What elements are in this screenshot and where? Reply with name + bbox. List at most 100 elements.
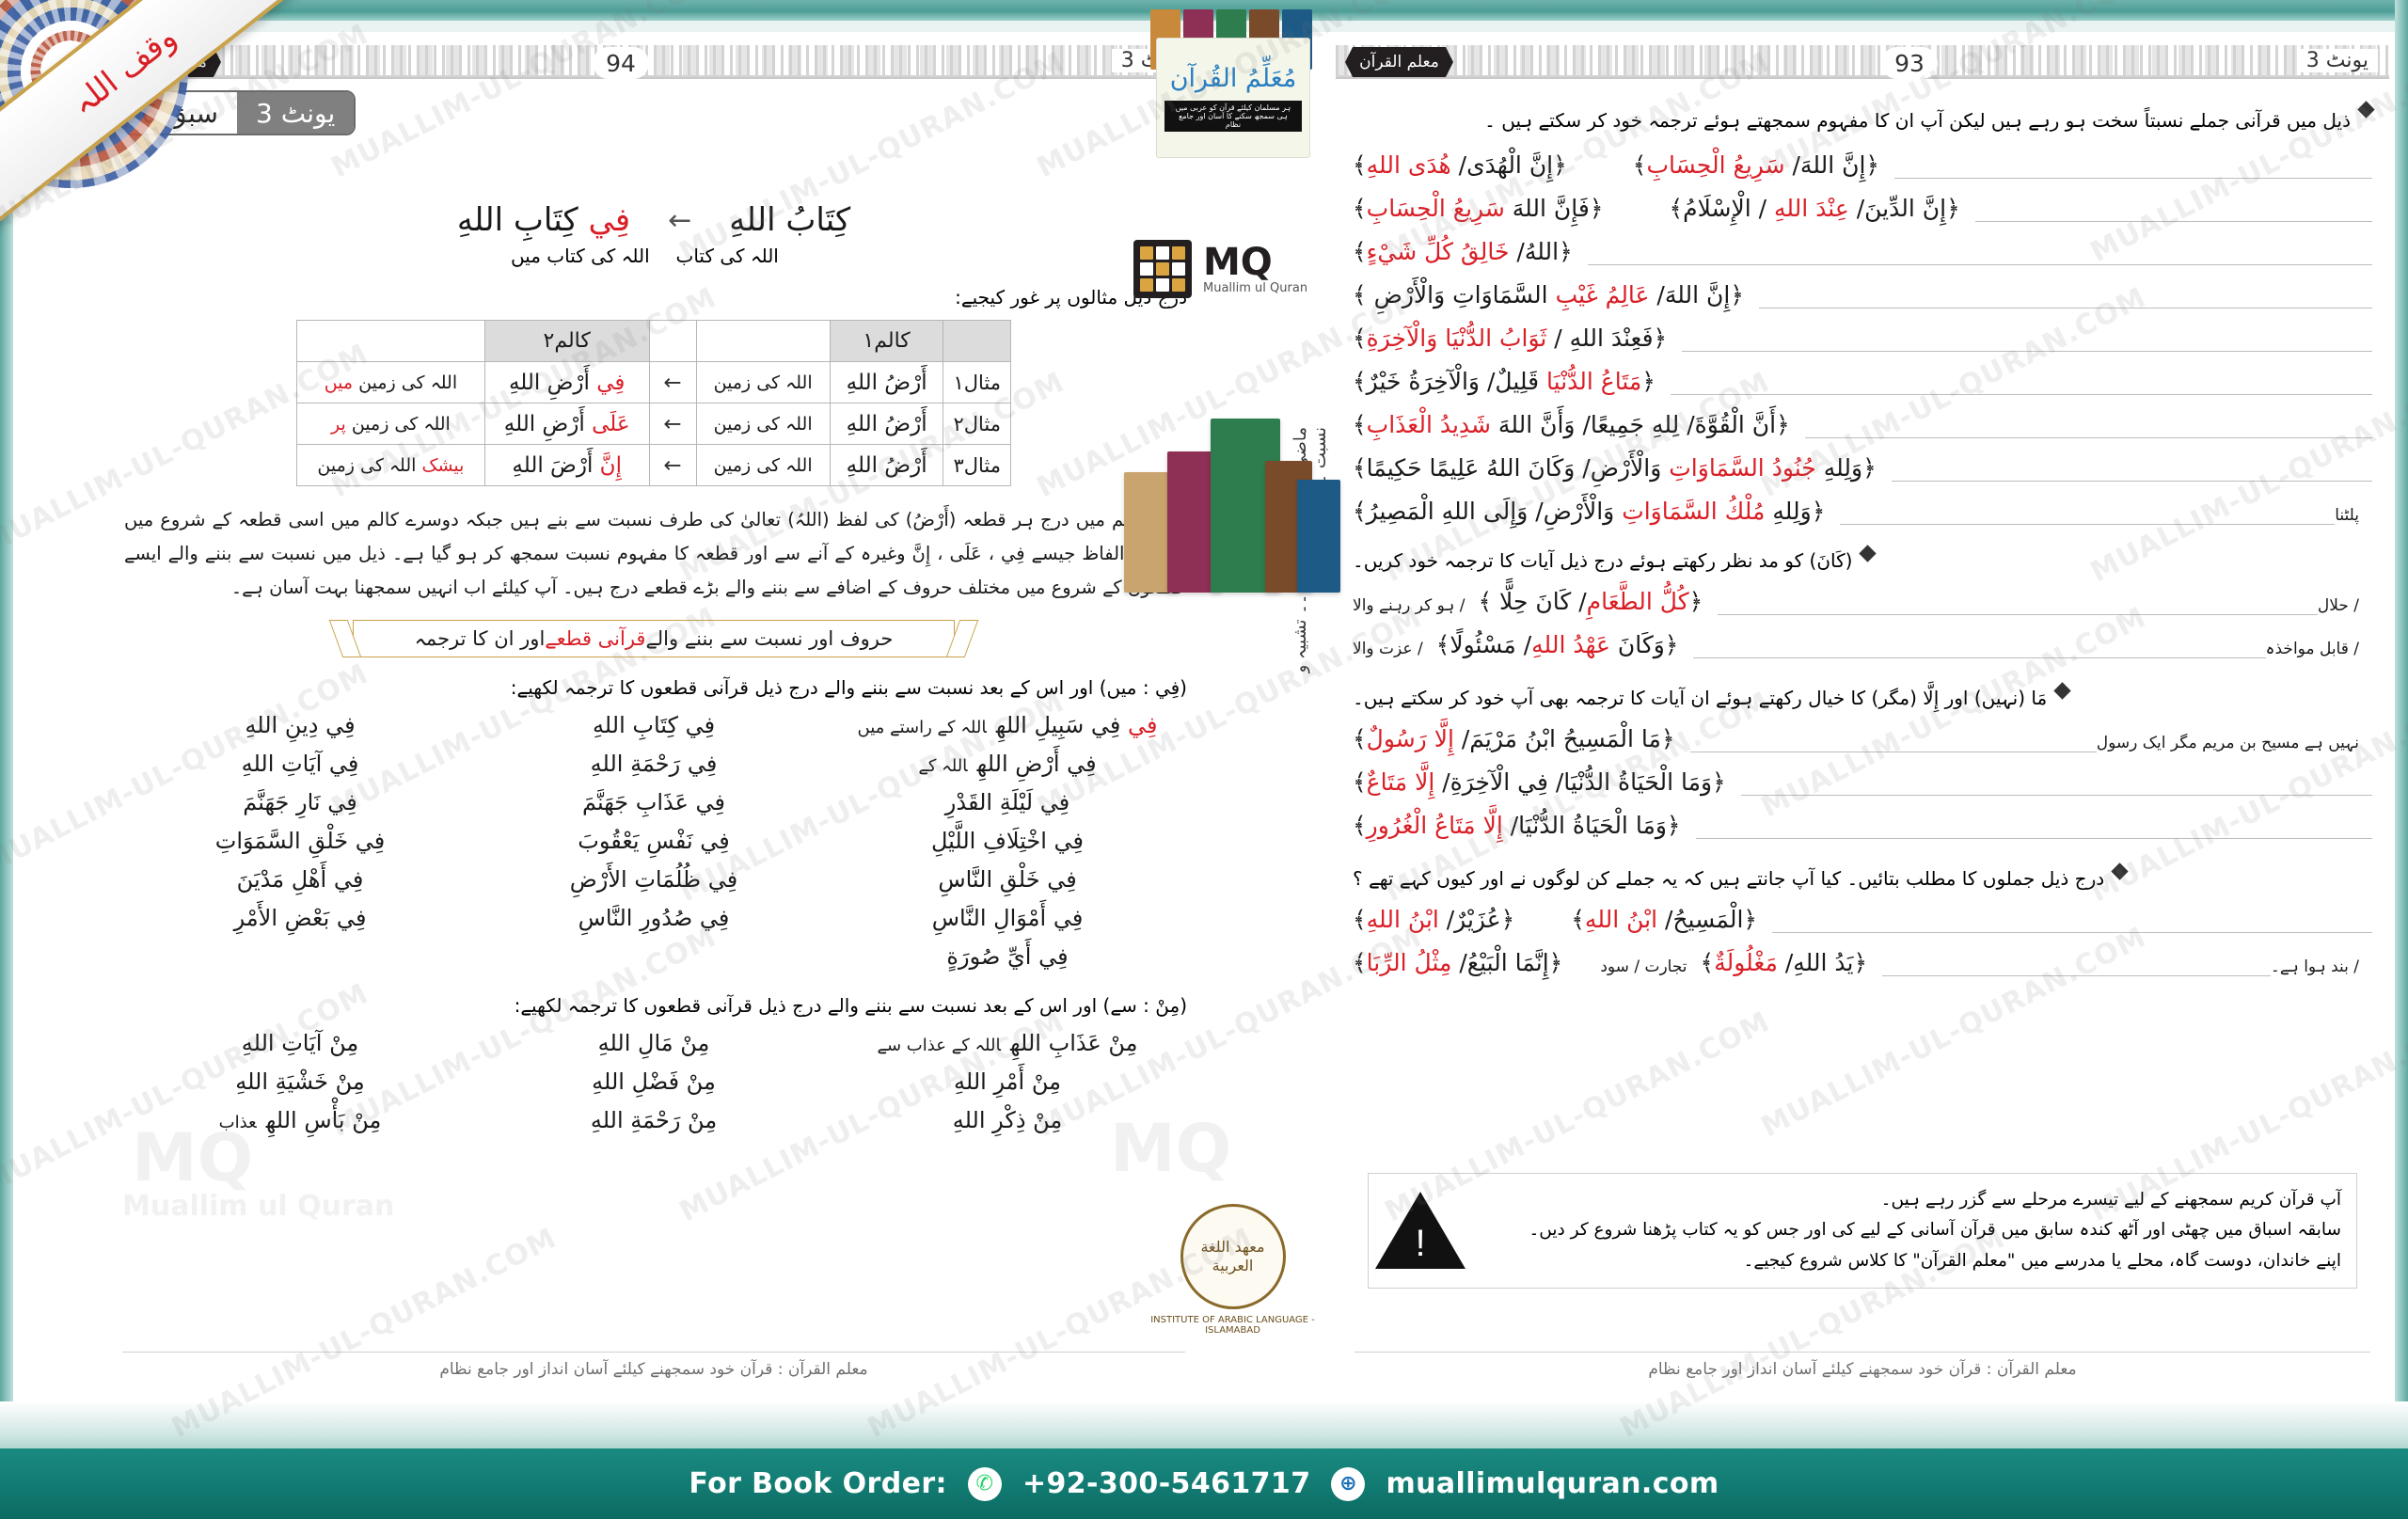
th-col2: کالم۲ bbox=[483, 320, 650, 362]
row-label: مثال۲ bbox=[943, 403, 1011, 445]
meaning-ayat-right: ﴿عُزَيْرٌ/ ابْنُ اللهِ﴾ bbox=[1353, 906, 1515, 933]
list-item: مِنْ مَالِ اللهِ bbox=[597, 1030, 710, 1057]
ayat-left: ﴿إِنَّ اللهَ/ سَرِيعُ الْحِسَابِ﴾ bbox=[1632, 151, 1880, 179]
ayat-list: ﴿إِنَّ اللهَ/ سَرِيعُ الْحِسَابِ﴾ ﴿إِنَّ… bbox=[1336, 135, 2389, 525]
answer-blank[interactable] bbox=[1740, 771, 2372, 796]
whatsapp-icon[interactable]: ✆ bbox=[967, 1466, 1002, 1501]
meaning-heading-row: درج ذیل جملوں کا مطلب بتائیں۔ کیا آپ جان… bbox=[1353, 862, 2372, 890]
answer-blank[interactable] bbox=[1772, 909, 2372, 933]
fi-col-1: فِي دِينِ اللهِ فِي آيَاتِ اللهِ فِي نَا… bbox=[128, 712, 472, 970]
list-item: فِي خَلْقِ السَّمَوَاتِ bbox=[214, 828, 386, 855]
kana-heading: (کَانَ) کو مد نظر رکھتے ہوئے درج ذیل آیا… bbox=[1353, 549, 1853, 572]
fi-columns: فِي فِي سَبِيلِ اللهِاللہ کے راستے میں ف… bbox=[103, 712, 1204, 970]
books-display bbox=[1124, 395, 1340, 593]
min-columns: مِنْ عَذَابِ اللهِاللہ کے عذاب سے مِنْ أ… bbox=[103, 1030, 1204, 1133]
kana-hint-right: / ہو کر رہنے والا bbox=[1353, 596, 1465, 615]
ma-illa-ayat: ﴿وَمَا الْحَيَاةُ الدُّنْيَا/ فِي الْآخِ… bbox=[1353, 768, 1726, 796]
answer-blank[interactable] bbox=[1974, 198, 2372, 222]
notice-line-1: آپ قرآن کریم سمجھنے کے لیے تیسرے مرحلے س… bbox=[1880, 1189, 2341, 1210]
meaning-list: ﴿الْمَسِيحُ/ ابْنُ اللهِ﴾ ﴿عُزَيْرٌ/ ابْ… bbox=[1336, 890, 2389, 976]
ayat-right: ﴿اللهُ/ خَالِقُ كُلِّ شَيْءٍ﴾ bbox=[1353, 238, 1573, 265]
answer-blank[interactable] bbox=[1682, 327, 2372, 352]
order-website[interactable]: muallimulquran.com bbox=[1386, 1467, 1719, 1500]
row-col2-ar: فِي أَرْضِ اللهِ bbox=[483, 361, 650, 403]
notice-line-3: اپنے خاندان، دوست گاہ، محلے یا مدرسے میں… bbox=[1743, 1250, 2341, 1271]
list-item: / قابل مواخذہ ﴿وَكَانَ عَهْدُ اللهِ/ مَس… bbox=[1353, 615, 2372, 658]
answer-blank[interactable] bbox=[1689, 728, 2097, 752]
row-col2-ur: اللہ کی زمین پر bbox=[296, 403, 485, 445]
page-94-footer: معلم القرآن : قرآن خود سمجھنے کیلئے آسان… bbox=[439, 1360, 868, 1379]
kana-heading-row: (کَانَ) کو مد نظر رکھتے ہوئے درج ذیل آیا… bbox=[1353, 545, 2372, 572]
answer-blank[interactable] bbox=[1840, 500, 2336, 525]
ayat-right: ﴿إِنَّ اللهَ/ عَالِمُ غَيْبِ السَّمَاوَا… bbox=[1353, 281, 1744, 309]
globe-icon[interactable]: ⊕ bbox=[1331, 1466, 1366, 1501]
list-item: / حلال ﴿كُلُّ الطَّعَامِ/ كَانَ حِلًّا ﴾… bbox=[1353, 572, 2372, 615]
ayat-right: ﴿مَتَاعُ الدُّنْيَا قَلِيلٌ/ وَالْآخِرَة… bbox=[1353, 368, 1656, 395]
row-col2-ar: إِنَّ أَرْضَ اللهِ bbox=[483, 444, 650, 486]
row-label: مثال۳ bbox=[943, 444, 1011, 486]
answer-blank[interactable] bbox=[1718, 591, 2318, 615]
answer-blank[interactable] bbox=[1894, 154, 2372, 179]
mq-wordmark-sub: Muallim ul Quran bbox=[1203, 280, 1308, 295]
meaning-heading: درج ذیل جملوں کا مطلب بتائیں۔ کیا آپ جان… bbox=[1353, 867, 2105, 890]
list-item: فِي نَفْسِ يَعْقُوبَ bbox=[578, 828, 730, 855]
list-item: فِي صُدُورِ النَّاسِ bbox=[578, 905, 730, 932]
kana-list: / حلال ﴿كُلُّ الطَّعَامِ/ كَانَ حِلًّا ﴾… bbox=[1336, 572, 2389, 658]
bullet-icon bbox=[2357, 101, 2375, 119]
ma-illa-heading: مَا (نہیں) اور إِلَّا (مگر) کا خیال رکھت… bbox=[1353, 687, 2048, 709]
meaning-ayat-left: ﴿يَدُ اللهِ/ مَغْلُولَةٌ﴾ bbox=[1700, 949, 1868, 976]
row-label: مثال۱ bbox=[943, 361, 1011, 403]
ayat-right: ﴿إِنَّ الْهُدَى/ هُدَى اللهِ﴾ bbox=[1353, 151, 1567, 179]
book-cover: مُعَلِّمُ القُرآن ہر مسلمان کیلئے قرآن ک… bbox=[1156, 38, 1310, 158]
list-item: فِي دِينِ اللهِ bbox=[245, 712, 356, 739]
answer-blank[interactable] bbox=[1587, 241, 2372, 265]
answer-blank[interactable] bbox=[1882, 952, 2271, 976]
answer-blank[interactable] bbox=[1695, 815, 2372, 839]
warning-triangle-icon: ! bbox=[1369, 1174, 1472, 1288]
row-col2-ur: بیشک اللہ کی زمین bbox=[296, 444, 485, 486]
list-item: فِي رَحْمَةِ اللهِ bbox=[590, 751, 718, 778]
ayat-right: ﴿أَنَّ الْقُوَّةَ/ لِلهِ جَمِيعًا/ وَأَن… bbox=[1353, 411, 1790, 438]
answer-blank[interactable] bbox=[1804, 414, 2372, 438]
unit-lesson-badge: یونٹ 3 سبق 6 bbox=[120, 90, 356, 135]
page-number-93: 93 bbox=[1881, 47, 1938, 79]
list-item: ﴿أَنَّ الْقُوَّةَ/ لِلهِ جَمِيعًا/ وَأَن… bbox=[1353, 395, 2372, 438]
page-93-header: یونٹ 3 93 معلم القرآن bbox=[1336, 32, 2389, 88]
kana-hint-right: / عزت والا bbox=[1353, 640, 1423, 658]
list-item: مِنْ ذِكْرِ اللهِ bbox=[952, 1107, 1063, 1134]
header-ornament bbox=[103, 45, 1204, 77]
list-item: / بند ہوا ہے۔ ﴿يَدُ اللهِ/ مَغْلُولَةٌ﴾ … bbox=[1353, 933, 2372, 976]
answer-blank[interactable] bbox=[1758, 284, 2372, 309]
badge-unit: یونٹ 3 bbox=[237, 92, 355, 134]
ma-illa-list: نہیں ہے مسیح بن مریم مگر ایک رسول ﴿مَا ا… bbox=[1336, 709, 2389, 839]
row-col1-ar: أَرْضُ اللهِ bbox=[829, 403, 944, 445]
ma-illa-ayat: ﴿وَمَا الْحَيَاةُ الدُّنْيَا/ إِلَّا مَت… bbox=[1353, 812, 1681, 839]
list-item: فِي آيَاتِ اللهِ bbox=[241, 751, 359, 778]
headline-right-urdu: اللہ کی کتاب bbox=[675, 245, 779, 267]
answer-blank[interactable] bbox=[1693, 634, 2266, 658]
row-arrow-icon: ← bbox=[648, 444, 697, 486]
section-banner: حروف اور نسبت سے بننے والے قرآنی قطعے او… bbox=[353, 620, 955, 658]
answer-blank[interactable] bbox=[1670, 371, 2372, 395]
list-item: مِنْ بَأْسِ اللهِعذاب bbox=[218, 1107, 382, 1134]
headline-urdu-row: اللہ کی کتاب اللہ کی کتاب میں bbox=[103, 245, 1204, 267]
row-col1-ar: أَرْضُ اللهِ bbox=[829, 444, 944, 486]
list-item: مِنْ عَذَابِ اللهِاللہ کے عذاب سے bbox=[877, 1030, 1138, 1057]
row-col1-ar: أَرْضُ اللهِ bbox=[829, 361, 944, 403]
row-col2-ur: اللہ کی زمین میں bbox=[296, 361, 485, 403]
list-item: فِي لَيْلَةِ القَدْرِ bbox=[944, 789, 1070, 816]
row-col1-ur: اللہ کی زمین bbox=[695, 403, 831, 445]
order-phone[interactable]: +92-300-5461717 bbox=[1022, 1467, 1311, 1500]
mq-wordmark: MQ bbox=[1203, 240, 1273, 284]
answer-blank[interactable] bbox=[1891, 457, 2372, 482]
list-item: پلٹنا ﴿وَلِلهِ مُلْكُ السَّمَاوَاتِ وَال… bbox=[1353, 482, 2372, 525]
meaning-ayat-right: ﴿إِنَّمَا الْبَيْعُ/ مِثْلُ الرِّبَا﴾ bbox=[1353, 949, 1563, 976]
list-item: فِي عَذَابِ جَهَنَّمَ bbox=[581, 789, 726, 816]
ma-illa-ayat: ﴿مَا الْمَسِيحُ ابْنُ مَرْيَمَ/ إِلَّا ر… bbox=[1353, 725, 1675, 752]
kana-ayat: ﴿كُلُّ الطَّعَامِ/ كَانَ حِلًّا ﴾ bbox=[1478, 588, 1703, 615]
list-item: ﴿إِنَّ اللهَ/ عَالِمُ غَيْبِ السَّمَاوَا… bbox=[1353, 265, 2372, 309]
list-item: ﴿إِنَّ اللهَ/ سَرِيعُ الْحِسَابِ﴾ ﴿إِنَّ… bbox=[1353, 135, 2372, 179]
left-teal-edge bbox=[0, 0, 13, 1439]
fi-col-2: فِي كِتَابِ اللهِ فِي رَحْمَةِ اللهِ فِي… bbox=[482, 712, 826, 970]
